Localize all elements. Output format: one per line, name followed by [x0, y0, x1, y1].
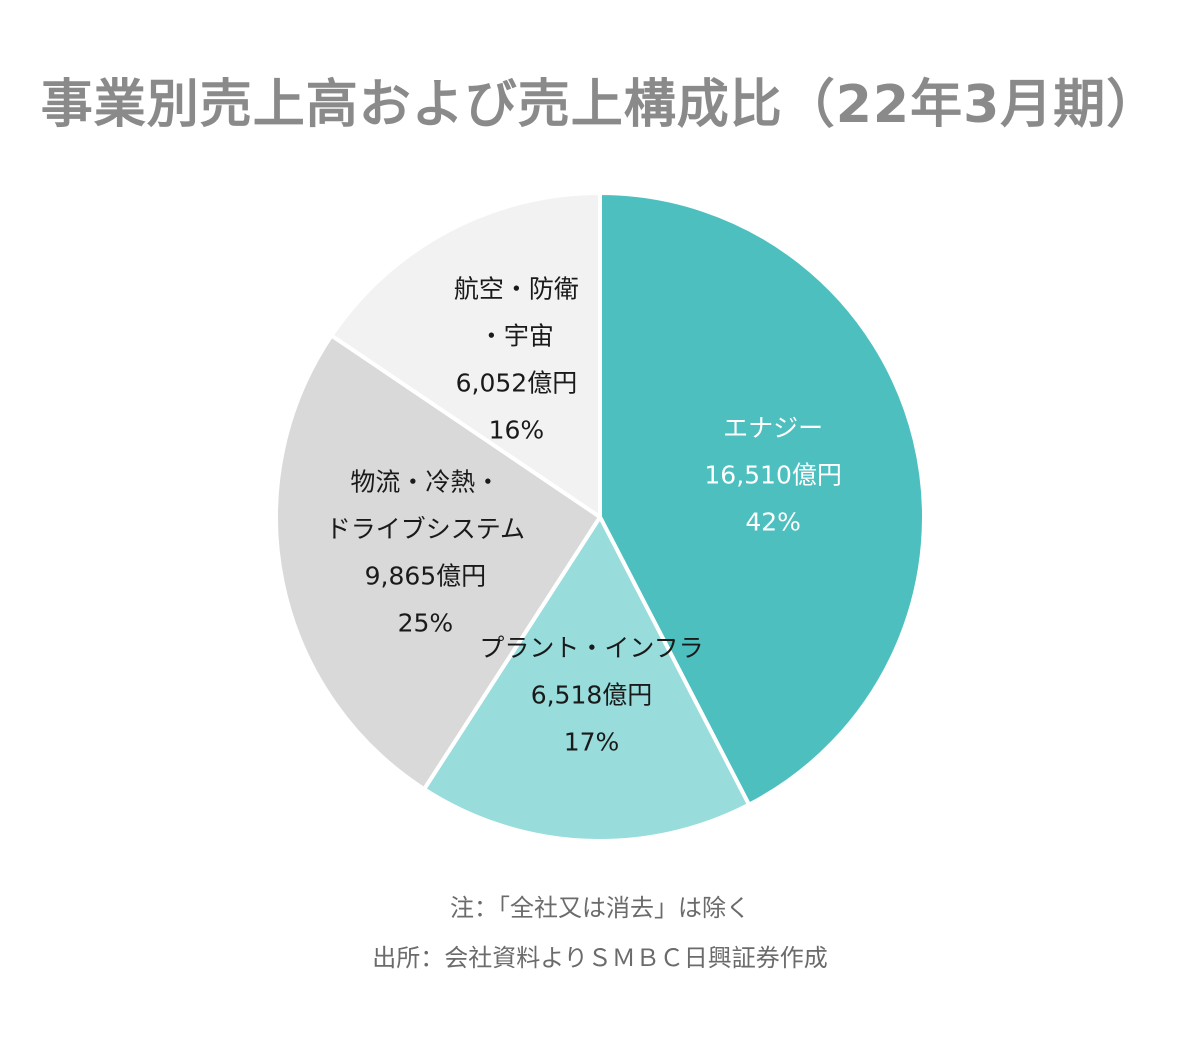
footnote-source: 出所：会社資料よりＳＭＢＣ日興証券作成 — [372, 944, 828, 972]
slice-label-line: 16,510億円 — [704, 460, 841, 489]
slice-label-line: 物流・冷熱・ — [350, 468, 500, 497]
pie-slice-energy — [598, 191, 926, 807]
slice-label-line: ドライブシステム — [326, 515, 525, 544]
slice-label-line: 6,518億円 — [531, 680, 653, 709]
slice-label-line: 航空・防衛 — [454, 275, 579, 304]
slice-label-line: エナジー — [723, 413, 823, 442]
slice-label-line: 42% — [745, 507, 801, 536]
slice-label-energy: エナジー 16,510億円 42% — [704, 413, 841, 536]
slice-label-line: 25% — [398, 609, 454, 638]
slice-label-logistics-thermal-drive: 物流・冷熱・ドライブシステム 9,865億円 25% — [326, 468, 525, 638]
slice-label-plant-infrastructure: プラント・インフラ 6,518億円 17% — [479, 633, 703, 756]
chart-title: 事業別売上高および売上構成比（22年3月期） — [40, 75, 1160, 135]
slice-label-line: プラント・インフラ — [479, 633, 703, 662]
slice-label-line: 17% — [564, 727, 620, 756]
slice-label-line: 16% — [489, 416, 545, 445]
pie-slice-logistics-thermal-drive — [274, 333, 602, 792]
pie-slice-plant-infrastructure — [422, 515, 752, 843]
slice-label-aerospace-defense: 航空・防衛・宇宙 6,052億円 16% — [454, 275, 579, 445]
slice-label-line: 9,865億円 — [365, 562, 487, 591]
pie-slice-aerospace-defense — [329, 191, 602, 519]
footnote-exclusion: 注：「全社又は消去」は除く — [450, 894, 750, 922]
slice-label-line: ・宇宙 — [479, 322, 554, 351]
slice-label-line: 6,052億円 — [456, 369, 578, 398]
